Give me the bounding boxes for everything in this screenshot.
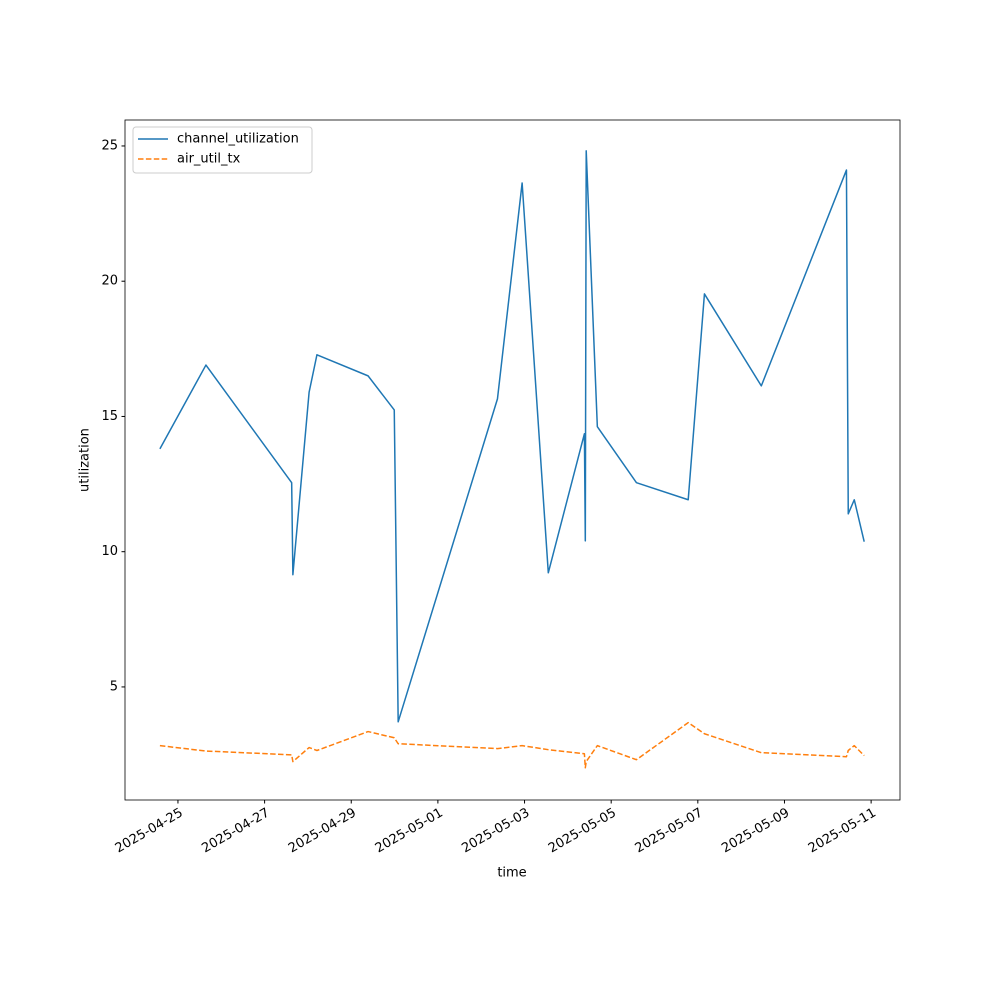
y-tick-label: 5 xyxy=(110,679,118,694)
x-tick-label: 2025-05-09 xyxy=(719,806,792,857)
x-tick-label: 2025-05-03 xyxy=(459,806,532,857)
legend-label: air_util_tx xyxy=(177,152,241,167)
y-tick-label: 15 xyxy=(101,409,118,424)
x-tick-label: 2025-05-05 xyxy=(546,806,619,857)
x-tick-label: 2025-05-07 xyxy=(633,806,706,857)
y-tick-label: 25 xyxy=(101,138,118,153)
data-line xyxy=(159,721,865,769)
data-line xyxy=(159,150,865,723)
x-tick-label: 2025-04-27 xyxy=(199,806,272,857)
x-tick-label: 2025-04-29 xyxy=(286,806,359,857)
y-tick-label: 10 xyxy=(101,544,118,559)
legend-label: channel_utilization xyxy=(177,132,299,147)
x-tick-label: 2025-04-25 xyxy=(113,806,186,857)
plot-frame xyxy=(124,119,901,801)
y-axis-label: utilization xyxy=(78,428,93,492)
legend-box xyxy=(132,126,313,174)
x-axis-label: time xyxy=(497,866,526,881)
y-tick-label: 20 xyxy=(101,274,118,289)
x-tick-label: 2025-05-11 xyxy=(806,806,879,857)
x-tick-label: 2025-05-01 xyxy=(373,806,446,857)
